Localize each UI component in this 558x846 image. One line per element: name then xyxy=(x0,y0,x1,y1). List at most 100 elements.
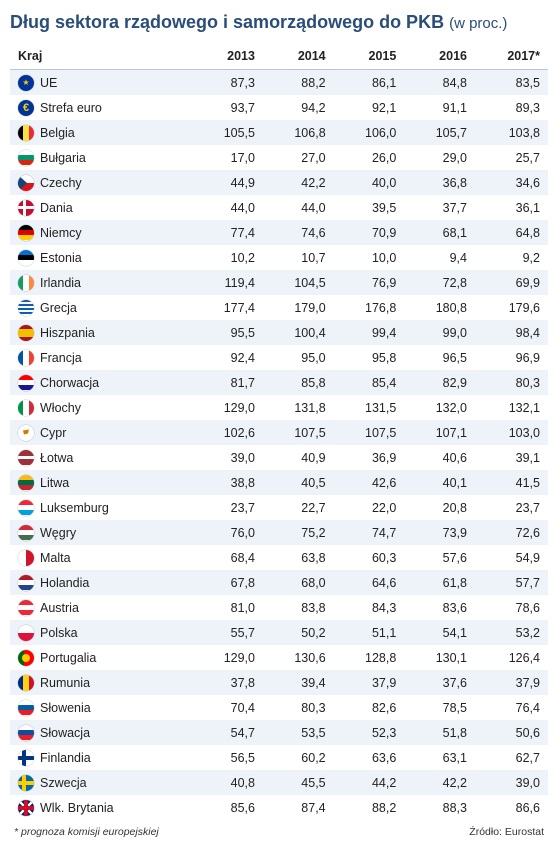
col-2017: 2017* xyxy=(475,43,548,70)
value-cell: 10,7 xyxy=(263,245,334,270)
country-name: Estonia xyxy=(40,251,82,265)
country-name: Finlandia xyxy=(40,751,91,765)
value-cell: 132,0 xyxy=(404,395,475,420)
table-row: Dania44,044,039,537,736,1 xyxy=(10,195,548,220)
value-cell: 39,1 xyxy=(475,445,548,470)
flag-icon xyxy=(18,275,34,291)
value-cell: 50,6 xyxy=(475,720,548,745)
value-cell: 27,0 xyxy=(263,145,334,170)
value-cell: 107,5 xyxy=(263,420,334,445)
value-cell: 38,8 xyxy=(192,470,263,495)
value-cell: 88,3 xyxy=(404,795,475,820)
value-cell: 83,6 xyxy=(404,595,475,620)
value-cell: 85,4 xyxy=(334,370,405,395)
value-cell: 96,5 xyxy=(404,345,475,370)
country-name: Dania xyxy=(40,201,73,215)
table-row: Rumunia37,839,437,937,637,9 xyxy=(10,670,548,695)
value-cell: 85,6 xyxy=(192,795,263,820)
value-cell: 83,8 xyxy=(263,595,334,620)
value-cell: 42,2 xyxy=(263,170,334,195)
value-cell: 95,0 xyxy=(263,345,334,370)
value-cell: 176,8 xyxy=(334,295,405,320)
value-cell: 80,3 xyxy=(475,370,548,395)
flag-icon xyxy=(18,525,34,541)
country-cell: Szwecja xyxy=(10,770,192,795)
value-cell: 68,4 xyxy=(192,545,263,570)
flag-icon: € xyxy=(18,100,34,116)
value-cell: 131,5 xyxy=(334,395,405,420)
value-cell: 36,9 xyxy=(334,445,405,470)
value-cell: 37,6 xyxy=(404,670,475,695)
table-row: Luksemburg23,722,722,020,823,7 xyxy=(10,495,548,520)
value-cell: 130,6 xyxy=(263,645,334,670)
country-name: Strefa euro xyxy=(40,101,102,115)
table-row: Chorwacja81,785,885,482,980,3 xyxy=(10,370,548,395)
value-cell: 55,7 xyxy=(192,620,263,645)
country-cell: Włochy xyxy=(10,395,192,420)
country-cell: Hiszpania xyxy=(10,320,192,345)
value-cell: 54,7 xyxy=(192,720,263,745)
table-row: Cypr102,6107,5107,5107,1103,0 xyxy=(10,420,548,445)
source: Źródło: Eurostat xyxy=(469,826,544,838)
flag-icon xyxy=(18,425,34,441)
value-cell: 82,6 xyxy=(334,695,405,720)
value-cell: 86,1 xyxy=(334,70,405,96)
table-row: Słowenia70,480,382,678,576,4 xyxy=(10,695,548,720)
value-cell: 22,0 xyxy=(334,495,405,520)
value-cell: 179,0 xyxy=(263,295,334,320)
flag-icon xyxy=(18,550,34,566)
value-cell: 84,3 xyxy=(334,595,405,620)
value-cell: 42,6 xyxy=(334,470,405,495)
country-name: Malta xyxy=(40,551,71,565)
country-cell: Irlandia xyxy=(10,270,192,295)
country-name: Chorwacja xyxy=(40,376,99,390)
value-cell: 76,4 xyxy=(475,695,548,720)
value-cell: 42,2 xyxy=(404,770,475,795)
country-name: Wlk. Brytania xyxy=(40,801,114,815)
value-cell: 78,6 xyxy=(475,595,548,620)
country-cell: Grecja xyxy=(10,295,192,320)
country-name: Francja xyxy=(40,351,82,365)
country-name: Łotwa xyxy=(40,451,73,465)
country-cell: Węgry xyxy=(10,520,192,545)
table-row: Czechy44,942,240,036,834,6 xyxy=(10,170,548,195)
value-cell: 60,2 xyxy=(263,745,334,770)
col-2016: 2016 xyxy=(404,43,475,70)
value-cell: 41,5 xyxy=(475,470,548,495)
flag-icon xyxy=(18,725,34,741)
value-cell: 68,1 xyxy=(404,220,475,245)
value-cell: 20,8 xyxy=(404,495,475,520)
table-row: Polska55,750,251,154,153,2 xyxy=(10,620,548,645)
value-cell: 106,0 xyxy=(334,120,405,145)
table-row: Słowacja54,753,552,351,850,6 xyxy=(10,720,548,745)
table-container: Dług sektora rządowego i samorządowego d… xyxy=(0,0,558,846)
value-cell: 81,0 xyxy=(192,595,263,620)
flag-icon xyxy=(18,200,34,216)
value-cell: 45,5 xyxy=(263,770,334,795)
value-cell: 44,0 xyxy=(192,195,263,220)
country-name: Holandia xyxy=(40,576,89,590)
country-name: Grecja xyxy=(40,301,77,315)
value-cell: 74,7 xyxy=(334,520,405,545)
value-cell: 36,8 xyxy=(404,170,475,195)
table-row: Włochy129,0131,8131,5132,0132,1 xyxy=(10,395,548,420)
value-cell: 99,0 xyxy=(404,320,475,345)
col-2013: 2013 xyxy=(192,43,263,70)
value-cell: 77,4 xyxy=(192,220,263,245)
value-cell: 129,0 xyxy=(192,395,263,420)
value-cell: 44,9 xyxy=(192,170,263,195)
flag-icon xyxy=(18,225,34,241)
value-cell: 40,1 xyxy=(404,470,475,495)
value-cell: 25,7 xyxy=(475,145,548,170)
value-cell: 86,6 xyxy=(475,795,548,820)
country-cell: € Strefa euro xyxy=(10,95,192,120)
value-cell: 64,6 xyxy=(334,570,405,595)
value-cell: 73,9 xyxy=(404,520,475,545)
value-cell: 76,0 xyxy=(192,520,263,545)
value-cell: 67,8 xyxy=(192,570,263,595)
table-row: Węgry76,075,274,773,972,6 xyxy=(10,520,548,545)
table-row: ★UE87,388,286,184,883,5 xyxy=(10,70,548,96)
value-cell: 105,7 xyxy=(404,120,475,145)
country-name: Luksemburg xyxy=(40,501,109,515)
value-cell: 63,8 xyxy=(263,545,334,570)
